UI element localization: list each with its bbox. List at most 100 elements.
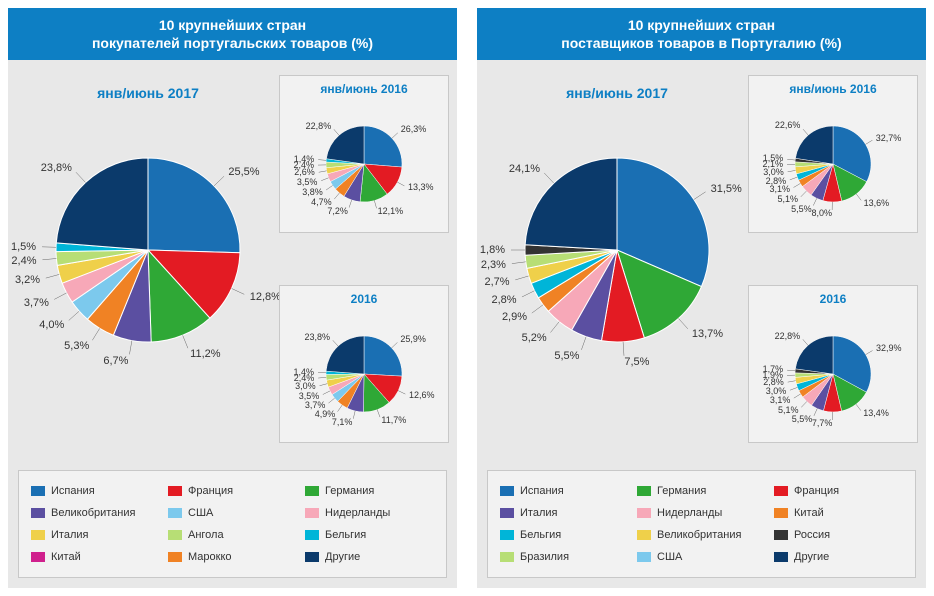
pie-slice-label: 1,5% [11,241,36,253]
legend-item: Великобритания [637,525,766,545]
legend-item: Великобритания [31,503,160,523]
legend-item: Германия [305,481,434,501]
pie-slice-label: 2,7% [484,276,509,288]
legend-label: Ангола [188,529,224,541]
main-pie: 25,5%12,8%11,2%6,7%5,3%4,0%3,7%3,2%2,4%1… [14,116,282,384]
legend-swatch [500,530,514,540]
pie-slice-label: 32,9% [876,343,902,353]
small-pie-1: 32,7%13,6%8,0%5,5%5,1%3,1%2,8%3,0%2,1%1,… [769,100,897,228]
legend-swatch [168,508,182,518]
legend-swatch [31,552,45,562]
pie-slice-label: 5,5% [554,350,579,362]
legend-swatch [500,552,514,562]
legend-swatch [637,486,651,496]
legend: ИспанияГерманияФранцияИталияНидерландыКи… [487,470,916,578]
pie-slice-label: 8,0% [812,208,833,218]
pie-slice-label: 22,6% [775,120,801,130]
pie-slice-label: 3,5% [297,177,318,187]
pie-slice-label: 5,3% [64,340,89,352]
pie-slice-label: 11,2% [190,348,220,360]
legend-item: Германия [637,481,766,501]
legend-item: Испания [500,481,629,501]
legend-swatch [305,552,319,562]
legend-item: Бельгия [305,525,434,545]
legend-item: Бельгия [500,525,629,545]
legend-label: Бразилия [520,551,569,563]
pie-slice-label: 12,6% [409,390,435,400]
main-chart-area: янв/июнь 2017 31,5%13,7%7,5%5,5%5,2%2,9%… [482,70,752,384]
legend-label: Великобритания [657,529,741,541]
pie-slice-label: 1,4% [294,367,315,377]
panel-header: 10 крупнейших стран поставщиков товаров … [477,8,926,60]
small-chart-title: янв/июнь 2016 [284,82,444,96]
header-line2: покупателей португальских товаров (%) [18,34,447,52]
pie-slice-label: 3,5% [299,391,320,401]
pie-slice-label: 7,5% [624,356,649,368]
small-chart-title: 2016 [753,292,913,306]
small-chart-title: 2016 [284,292,444,306]
legend-label: Нидерланды [657,507,722,519]
pie-slice-label: 2,9% [502,311,527,323]
legend-label: Германия [325,485,374,497]
panel-left: 10 крупнейших стран покупателей португал… [8,8,457,588]
legend-swatch [168,552,182,562]
pie-slice-label: 4,9% [315,409,336,419]
legend-swatch [500,508,514,518]
pie-slice-label: 12,8% [250,291,281,303]
panel-right: 10 крупнейших стран поставщиков товаров … [477,8,926,588]
legend-label: Россия [794,529,830,541]
pie-slice-label: 13,6% [864,198,890,208]
legend-item: Нидерланды [637,503,766,523]
pie-slice-label: 4,0% [39,319,64,331]
small-panel-2: 2016 32,9%13,4%7,7%5,5%5,1%3,1%3,0%2,8%1… [748,285,918,443]
pie-slice-label: 5,2% [522,332,547,344]
legend-swatch [637,530,651,540]
pie-slice-label: 2,3% [481,259,506,271]
pie-slice-label: 3,0% [766,386,787,396]
small-pie-2: 25,9%12,6%11,7%7,1%4,9%3,7%3,5%3,0%2,4%1… [300,310,428,438]
legend-item: Китай [774,503,903,523]
main-chart-title: янв/июнь 2017 [13,85,283,101]
legend-label: Бельгия [325,529,366,541]
legend-label: Франция [188,485,233,497]
legend-swatch [168,530,182,540]
legend-swatch [637,508,651,518]
pie-slice-label: 23,8% [41,162,72,174]
pie-slice-label: 1,7% [763,364,784,374]
pie-slice-label: 25,5% [228,166,259,178]
header-line1: 10 крупнейших стран [487,16,916,34]
legend-label: Нидерланды [325,507,390,519]
pie-slice-label: 12,1% [378,206,404,216]
pie-slice-label: 25,9% [400,334,426,344]
legend-item: Марокко [168,547,297,567]
legend-label: США [188,507,213,519]
pie-slice-label: 1,4% [294,154,315,164]
legend-label: Италия [51,529,88,541]
pie-slice-label: 7,7% [812,418,833,428]
legend-item: Нидерланды [305,503,434,523]
pie-slice-label: 5,5% [791,204,812,214]
pie-slice-label: 5,1% [777,194,798,204]
panel-body: янв/июнь 2017 25,5% 12,8% 11,2% 6,7% 5,3%4,0… [8,60,457,588]
legend-swatch [305,530,319,540]
pie-slice-label: 3,2% [15,274,40,286]
legend-label: Другие [325,551,360,563]
legend-label: Бельгия [520,529,561,541]
legend-label: Великобритания [51,507,135,519]
main-pie: 31,5%13,7%7,5%5,5%5,2%2,9%2,8%2,7%2,3%1,… [483,116,751,384]
legend-swatch [774,530,788,540]
legend-label: Марокко [188,551,232,563]
small-panel-2: 2016 25,9%12,6%11,7%7,1%4,9%3,7%3,5%3,0%… [279,285,449,443]
legend-item: Франция [168,481,297,501]
legend-label: Другие [794,551,829,563]
pie-slice-label: 4,7% [311,197,332,207]
pie-slice-label: 22,8% [775,331,801,341]
pie-slice-label: 3,7% [24,297,49,309]
pie-slice-label: 13,3% [408,182,434,192]
pie-slice-label: 13,7% [692,328,723,340]
pie-slice-label: 13,4% [863,408,889,418]
pie-slice-label: 11,7% [381,415,406,425]
pie-slice-label: 6,7% [103,355,128,367]
legend-item: Италия [500,503,629,523]
legend-swatch [774,552,788,562]
